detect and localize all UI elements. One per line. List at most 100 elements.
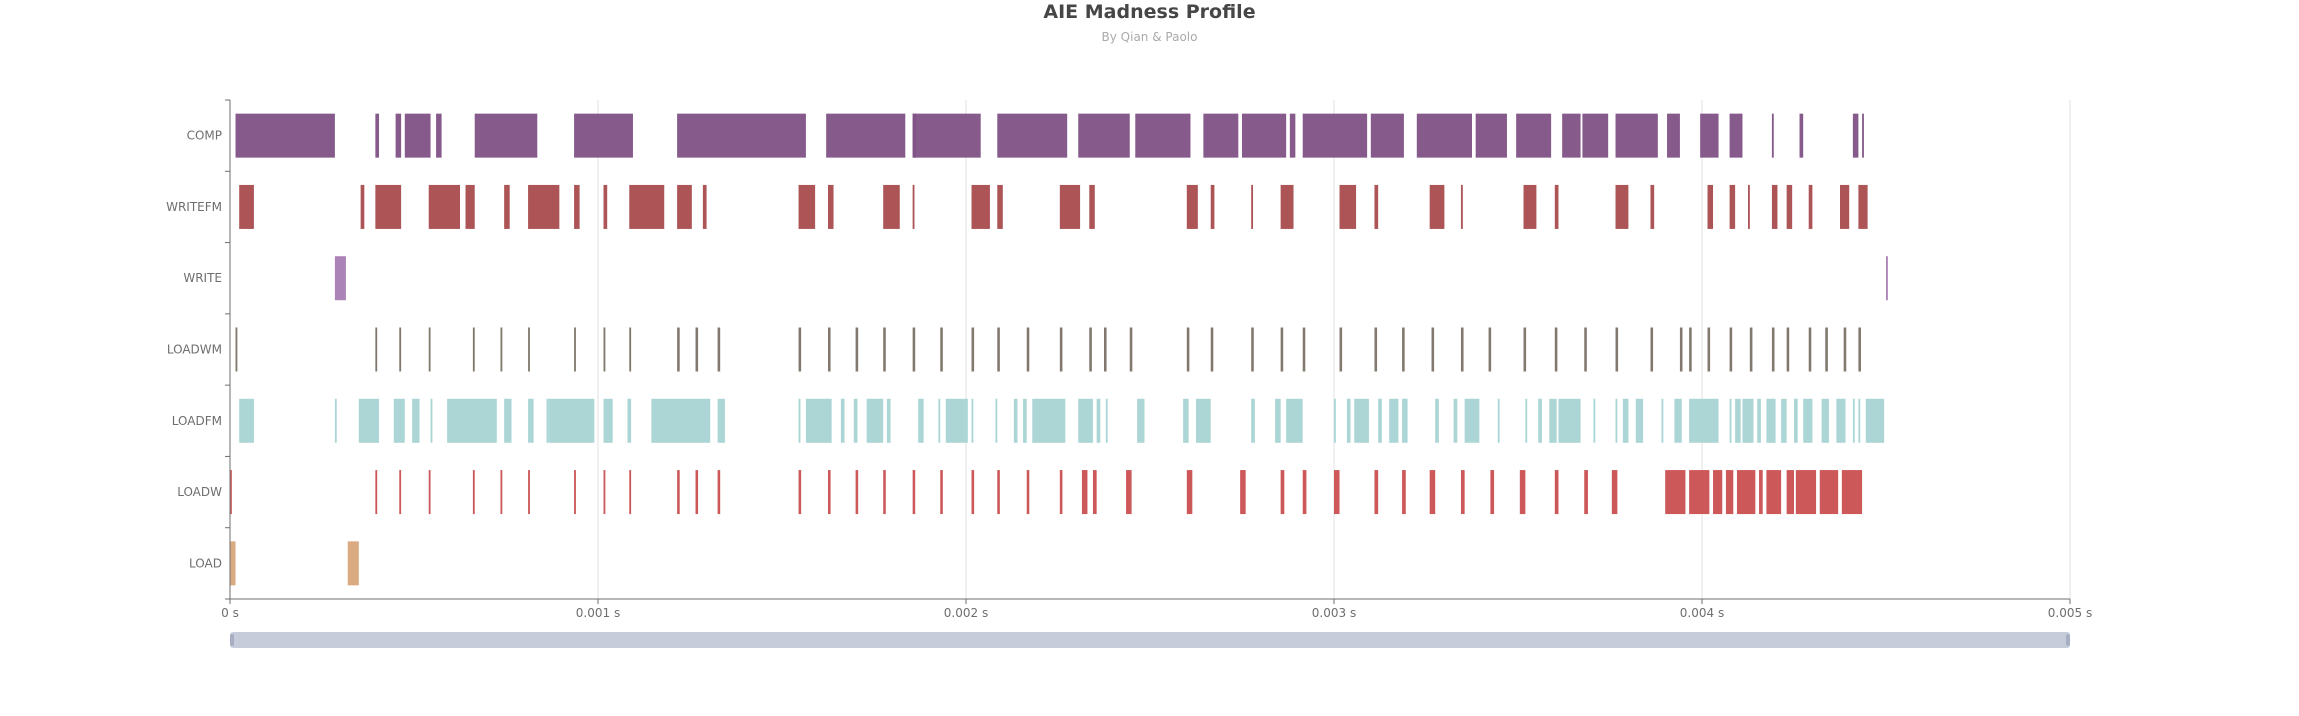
interval-bar-loadwm[interactable] (1707, 327, 1711, 372)
interval-bar-comp[interactable] (1475, 113, 1507, 158)
interval-bar-comp[interactable] (826, 113, 906, 158)
interval-bar-loadfm[interactable] (945, 398, 968, 443)
interval-bar-loadfm[interactable] (1558, 398, 1581, 443)
interval-bar-loadw[interactable] (629, 470, 632, 515)
interval-bar-loadfm[interactable] (1105, 398, 1108, 443)
interval-bar-loadw[interactable] (574, 470, 576, 515)
interval-bar-loadwm[interactable] (375, 327, 378, 372)
interval-bar-loadw[interactable] (940, 470, 943, 515)
interval-bar-loadw[interactable] (375, 470, 378, 515)
interval-bar-writefm[interactable] (1748, 184, 1750, 229)
interval-bar-loadfm[interactable] (651, 398, 711, 443)
interval-bar-loadwm[interactable] (677, 327, 680, 372)
interval-bar-loadwm[interactable] (1460, 327, 1464, 372)
interval-bar-loadwm[interactable] (1554, 327, 1558, 372)
interval-bar-loadwm[interactable] (528, 327, 530, 372)
interval-bar-writefm[interactable] (1650, 184, 1655, 229)
interval-bar-loadw[interactable] (1519, 470, 1526, 515)
interval-bar-comp[interactable] (1203, 113, 1239, 158)
interval-bar-comp[interactable] (1771, 113, 1774, 158)
interval-bar-loadw[interactable] (1460, 470, 1465, 515)
interval-bar-loadwm[interactable] (1615, 327, 1619, 372)
interval-bar-loadfm[interactable] (334, 398, 337, 443)
interval-bar-writefm[interactable] (1210, 184, 1215, 229)
interval-bar-loadw[interactable] (1374, 470, 1379, 515)
interval-bar-comp[interactable] (395, 113, 402, 158)
interval-bar-writefm[interactable] (1707, 184, 1714, 229)
interval-bar-loadwm[interactable] (1251, 327, 1254, 372)
interval-bar-loadw[interactable] (695, 470, 699, 515)
interval-bar-loadw[interactable] (1584, 470, 1588, 515)
interval-bar-loadw[interactable] (883, 470, 886, 515)
interval-bar-loadfm[interactable] (1032, 398, 1066, 443)
interval-bar-loadwm[interactable] (1843, 327, 1847, 372)
interval-bar-writefm[interactable] (1523, 184, 1537, 229)
interval-bar-loadfm[interactable] (1622, 398, 1629, 443)
interval-bar-loadw[interactable] (1280, 470, 1285, 515)
interval-bar-loadwm[interactable] (1825, 327, 1828, 372)
interval-bar-loadwm[interactable] (1771, 327, 1775, 372)
interval-bar-loadfm[interactable] (805, 398, 832, 443)
interval-bar-loadfm[interactable] (1549, 398, 1557, 443)
interval-bar-loadfm[interactable] (1836, 398, 1846, 443)
interval-bar-writefm[interactable] (971, 184, 990, 229)
interval-bar-loadwm[interactable] (235, 327, 238, 372)
interval-bar-comp[interactable] (677, 113, 806, 158)
interval-bar-writefm[interactable] (1251, 184, 1254, 229)
interval-bar-loadfm[interactable] (866, 398, 884, 443)
interval-bar-writefm[interactable] (574, 184, 580, 229)
interval-bar-loadfm[interactable] (1275, 398, 1281, 443)
interval-bar-loadwm[interactable] (472, 327, 475, 372)
interval-bar-comp[interactable] (1562, 113, 1581, 158)
interval-bar-loadwm[interactable] (1129, 327, 1133, 372)
interval-bar-loadwm[interactable] (428, 327, 431, 372)
interval-bar-loadwm[interactable] (574, 327, 576, 372)
interval-bar-loadwm[interactable] (1402, 327, 1405, 372)
interval-bar-loadwm[interactable] (883, 327, 886, 372)
interval-bar-loadfm[interactable] (1453, 398, 1458, 443)
interval-bar-loadfm[interactable] (798, 398, 801, 443)
interval-bar-writefm[interactable] (1729, 184, 1736, 229)
interval-bar-loadfm[interactable] (1852, 398, 1855, 443)
interval-bar-writefm[interactable] (1374, 184, 1379, 229)
interval-bar-loadfm[interactable] (938, 398, 941, 443)
interval-bar-loadw[interactable] (1725, 470, 1734, 515)
interval-bar-loadw[interactable] (1429, 470, 1436, 515)
interval-bar-loadfm[interactable] (548, 398, 595, 443)
interval-bar-loadw[interactable] (1786, 470, 1794, 515)
interval-bar-loadwm[interactable] (1026, 327, 1030, 372)
interval-bar-loadfm[interactable] (1497, 398, 1500, 443)
interval-bar-loadfm[interactable] (447, 398, 497, 443)
interval-bar-loadfm[interactable] (1435, 398, 1439, 443)
interval-bar-writefm[interactable] (912, 184, 915, 229)
interval-bar-loadfm[interactable] (1757, 398, 1761, 443)
interval-bar-loadw[interactable] (855, 470, 859, 515)
interval-bar-writefm[interactable] (528, 184, 560, 229)
interval-bar-loadfm[interactable] (412, 398, 420, 443)
interval-bar-loadw[interactable] (677, 470, 680, 515)
interval-bar-load[interactable] (230, 541, 236, 586)
interval-bar-loadw[interactable] (1402, 470, 1406, 515)
interval-bar-loadw[interactable] (1302, 470, 1307, 515)
interval-bar-loadwm[interactable] (717, 327, 721, 372)
interval-bar-loadw[interactable] (428, 470, 431, 515)
interval-bar-loadw[interactable] (528, 470, 530, 515)
interval-bar-loadfm[interactable] (1464, 398, 1480, 443)
interval-bar-writefm[interactable] (1858, 184, 1868, 229)
zoom-range[interactable] (230, 632, 2070, 648)
interval-bar-loadw[interactable] (1490, 470, 1495, 515)
interval-bar-loadfm[interactable] (1615, 398, 1618, 443)
interval-bar-loadfm[interactable] (1346, 398, 1351, 443)
interval-bar-loadw[interactable] (1665, 470, 1686, 515)
interval-bar-loadfm[interactable] (358, 398, 380, 443)
interval-bar-loadw[interactable] (1841, 470, 1863, 515)
interval-bar-comp[interactable] (1516, 113, 1552, 158)
interval-bar-loadfm[interactable] (1735, 398, 1741, 443)
interval-bar-loadwm[interactable] (1488, 327, 1492, 372)
interval-bar-loadwm[interactable] (971, 327, 975, 372)
interval-bar-loadfm[interactable] (1096, 398, 1101, 443)
interval-bar-loadw[interactable] (1026, 470, 1030, 515)
interval-bar-loadwm[interactable] (855, 327, 859, 372)
interval-bar-comp[interactable] (235, 113, 335, 158)
interval-bar-writefm[interactable] (1429, 184, 1445, 229)
